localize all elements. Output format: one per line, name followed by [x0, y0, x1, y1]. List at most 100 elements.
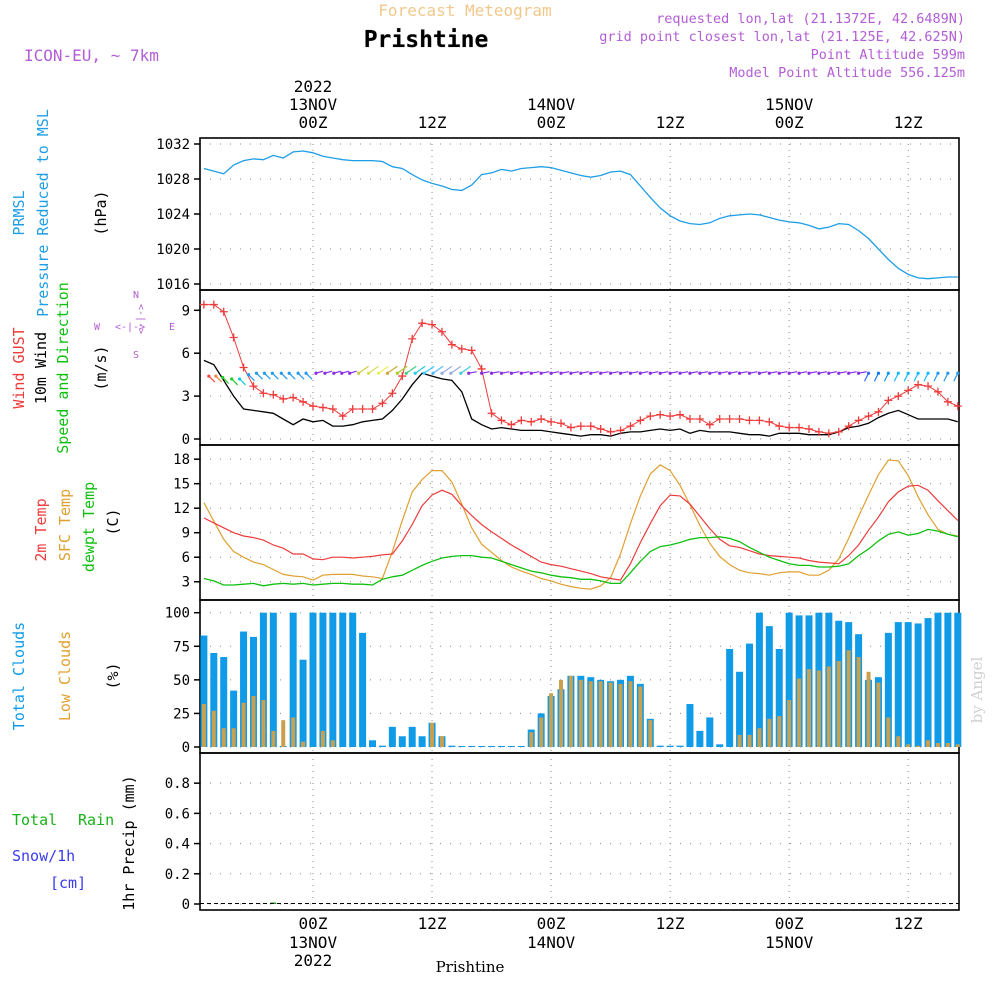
- gust-point: [279, 394, 288, 403]
- legend-low-clouds: Low Clouds: [56, 631, 74, 721]
- wind-arrow-head: [926, 371, 930, 375]
- gust-point: [447, 340, 456, 349]
- wind-arrow-head: [214, 374, 218, 378]
- wind-arrow-head: [708, 371, 712, 375]
- wind-arrow-head: [618, 371, 623, 375]
- wind-arrow-head: [787, 371, 791, 375]
- gust-point: [378, 399, 387, 408]
- y-tick-label: 6: [182, 346, 190, 362]
- total-cloud-bar: [289, 612, 297, 747]
- wind-arrow-head: [304, 371, 308, 375]
- gust-point: [358, 404, 367, 413]
- total-cloud-bar: [369, 740, 377, 747]
- total-cloud-bar: [240, 631, 248, 747]
- wind-arrow-head: [279, 371, 283, 375]
- total-cloud-bar: [716, 744, 724, 747]
- wind-arrow-head: [599, 371, 603, 375]
- wind-arrow-head: [837, 371, 841, 375]
- wind-arrow-head: [348, 371, 352, 375]
- wind-arrow-head: [658, 371, 662, 375]
- wind-arrow-head: [221, 375, 225, 380]
- gust-point: [557, 419, 565, 428]
- wind-arrow-head: [404, 371, 408, 375]
- gust-point: [219, 307, 228, 316]
- wind-arrow-head: [936, 371, 940, 375]
- wind-arrow-head: [747, 371, 752, 375]
- y-tick-label: 9: [182, 526, 190, 542]
- y-tick-label: 0: [182, 432, 190, 448]
- header-model: ICON-EU, ~ 7km: [24, 46, 159, 65]
- wind-arrow-head: [688, 371, 692, 375]
- low-cloud-bar: [628, 681, 633, 747]
- low-cloud-bar: [211, 710, 216, 747]
- wind-arrow-head: [579, 371, 583, 375]
- low-cloud-bar: [430, 722, 435, 747]
- wind-arrow-head: [609, 371, 613, 375]
- gust-point: [467, 346, 476, 355]
- low-cloud-bar: [757, 728, 762, 747]
- total-cloud-bar: [736, 671, 744, 747]
- total-cloud-bar: [269, 612, 277, 747]
- y-tick-label: 0.8: [165, 776, 190, 792]
- y-tick-label: 0: [182, 740, 190, 756]
- low-cloud-bar: [836, 661, 841, 747]
- temp-legend: 2m Temp SFC Temp dewpt Temp (C): [32, 482, 122, 572]
- gust-point: [418, 319, 427, 328]
- gust-point: [259, 389, 268, 398]
- total-cloud-bar: [329, 612, 337, 747]
- y-tick-label: 0.4: [165, 837, 190, 853]
- legend-total: Total: [12, 811, 57, 829]
- compass-rose: N S W E <-|-> <-|->: [94, 290, 175, 361]
- wind-arrow-head: [886, 371, 890, 375]
- wind-arrow-head: [529, 371, 533, 375]
- total-cloud-bar: [765, 626, 773, 747]
- gust-point: [487, 409, 496, 418]
- y-tick-label: 0.2: [165, 867, 190, 883]
- gust-point: [398, 372, 407, 381]
- gust-point: [249, 382, 258, 391]
- low-cloud-bar: [876, 682, 881, 747]
- y-tick-label: 18: [173, 452, 190, 468]
- total-cloud-bar: [210, 653, 218, 747]
- gust-point: [894, 392, 903, 401]
- low-cloud-bar: [588, 681, 593, 747]
- header-grid: grid point closest lon,lat (21.125E, 42.…: [599, 29, 965, 45]
- low-cloud-bar: [291, 717, 296, 747]
- total-cloud-bar: [378, 745, 386, 747]
- gust-point: [646, 412, 655, 421]
- panel-4: 0 0.2 0.4 0.6 0.8: [165, 752, 960, 913]
- total-cloud-bar: [686, 704, 694, 747]
- gust-point: [428, 320, 437, 329]
- gust-point: [854, 416, 863, 425]
- wind-arrow-head: [207, 374, 211, 378]
- low-cloud-bar: [221, 728, 226, 747]
- wind-arrow: [450, 365, 462, 374]
- gust-point: [715, 414, 724, 423]
- wind-arrow-head: [449, 371, 453, 375]
- gust-point: [735, 414, 744, 423]
- wind-arrow-head: [916, 371, 920, 375]
- gust-point: [457, 344, 466, 353]
- gust-point: [814, 427, 823, 436]
- total-cloud-bar: [934, 612, 942, 747]
- gust-point: [695, 414, 704, 423]
- gust-point: [705, 420, 714, 429]
- gust-point: [805, 424, 813, 433]
- header-subtitle: Forecast Meteogram: [378, 1, 551, 20]
- top-axis-year: 2022: [294, 77, 333, 96]
- wind-arrow-head: [539, 371, 543, 375]
- legend-prmsl-subtitle: Pressure Reduced to MSL: [34, 109, 52, 317]
- wind-arrow-head: [340, 371, 344, 375]
- panel-2: 3 6 9 12 15 18: [173, 444, 960, 601]
- wind-arrow-head: [589, 371, 593, 375]
- wind-arrow-head: [376, 371, 381, 375]
- wind-arrow-head: [807, 371, 811, 375]
- low-cloud-bar: [261, 700, 266, 747]
- wind-arrow-head: [431, 371, 435, 375]
- total-cloud-bar: [200, 635, 208, 747]
- legend-wind-gust: Wind GUST: [10, 327, 28, 408]
- gust-point: [775, 422, 784, 431]
- low-cloud-bar: [856, 657, 861, 747]
- wind-arrow-head: [767, 371, 771, 375]
- low-cloud-bar: [271, 730, 276, 747]
